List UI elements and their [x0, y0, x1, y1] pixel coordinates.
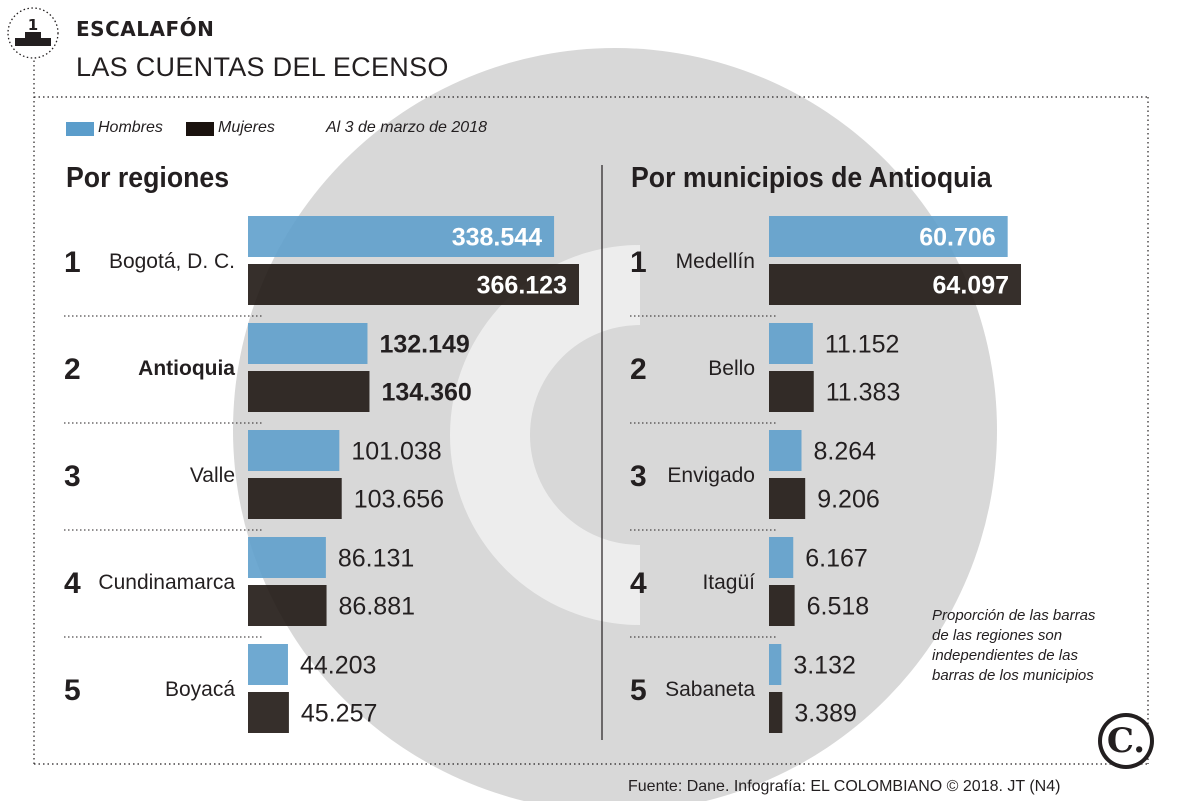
kicker: ESCALAFÓN: [76, 17, 215, 41]
rank-number: 5: [64, 674, 81, 707]
bar-women: [248, 478, 342, 519]
value-label: 11.383: [826, 379, 901, 407]
brand-logo: C.: [1098, 713, 1154, 769]
page-title: LAS CUENTAS DEL ECENSO: [76, 52, 449, 82]
value-label: 132.149: [379, 331, 469, 359]
value-label: 11.152: [825, 331, 900, 359]
bar-men: [769, 644, 782, 685]
bar-men: [769, 430, 802, 471]
rank-icon-number: 1: [28, 16, 38, 34]
bar-women: [769, 264, 1021, 305]
bar-women: [769, 692, 783, 733]
bar-men: [248, 644, 288, 685]
rank-number: 3: [630, 460, 647, 493]
rank-number: 2: [64, 353, 81, 386]
value-label: 64.097: [933, 272, 1009, 300]
category-label: Envigado: [667, 464, 755, 487]
rank-number: 4: [64, 567, 81, 600]
bar-women: [248, 371, 370, 412]
value-label: 3.389: [794, 700, 857, 728]
category-label: Itagüí: [702, 571, 755, 594]
bar-women: [248, 692, 289, 733]
value-label: 9.206: [817, 486, 880, 514]
legend-swatch-men: [66, 122, 94, 136]
value-label: 86.131: [338, 545, 414, 573]
value-label: 134.360: [381, 379, 471, 407]
regions-title: Por regiones: [66, 162, 230, 194]
bar-men: [248, 216, 555, 257]
legend-label-men: Hombres: [98, 119, 163, 136]
bar-men: [248, 537, 326, 578]
bar-men: [248, 323, 368, 364]
category-label: Bello: [708, 357, 755, 380]
legend-label-women: Mujeres: [218, 119, 275, 136]
category-label: Boyacá: [165, 678, 235, 701]
rank-number: 4: [630, 567, 647, 600]
value-label: 101.038: [351, 438, 441, 466]
value-label: 338.544: [452, 224, 542, 252]
brand-logo-letter: C.: [1106, 721, 1146, 761]
rank-number: 1: [64, 246, 81, 279]
value-label: 366.123: [477, 272, 567, 300]
value-label: 6.167: [805, 545, 868, 573]
municipalities-title: Por municipios de Antioquia: [631, 162, 992, 194]
bar-men: [248, 430, 340, 471]
date-note: Al 3 de marzo de 2018: [326, 119, 487, 136]
category-label: Cundinamarca: [98, 571, 235, 594]
value-label: 103.656: [354, 486, 444, 514]
note-line: independientes de las: [932, 647, 1078, 664]
value-label: 8.264: [813, 438, 876, 466]
note-line: barras de los municipios: [932, 667, 1094, 684]
podium-icon: 1: [7, 7, 59, 59]
category-label: Valle: [190, 464, 235, 487]
rank-number: 1: [630, 246, 647, 279]
value-label: 45.257: [301, 700, 377, 728]
note-line: de las regiones son: [932, 627, 1063, 644]
value-label: 86.881: [339, 593, 415, 621]
bar-women: [248, 264, 579, 305]
bar-women: [769, 585, 795, 626]
rank-number: 5: [630, 674, 647, 707]
note-line: Proporción de las barras: [932, 607, 1096, 624]
rank-number: 3: [64, 460, 81, 493]
category-label: Medellín: [676, 250, 755, 273]
value-label: 60.706: [919, 224, 995, 252]
category-label: Antioquia: [138, 357, 235, 380]
bar-women: [248, 585, 327, 626]
bar-men: [769, 216, 1008, 257]
brand-logo-inner: C.: [1102, 717, 1150, 765]
category-label: Bogotá, D. C.: [109, 250, 235, 273]
rank-number: 2: [630, 353, 647, 386]
bar-men: [769, 537, 794, 578]
value-label: 44.203: [300, 652, 376, 680]
proportion-note: Proporción de las barras de las regiones…: [932, 606, 1095, 686]
bar-women: [769, 478, 806, 519]
value-label: 3.132: [793, 652, 856, 680]
source-credit: Fuente: Dane. Infografía: EL COLOMBIANO …: [628, 778, 1061, 795]
bar-women: [769, 371, 814, 412]
legend-swatch-women: [186, 122, 214, 136]
category-label: Sabaneta: [665, 678, 755, 701]
value-label: 6.518: [807, 593, 870, 621]
bar-men: [769, 323, 813, 364]
